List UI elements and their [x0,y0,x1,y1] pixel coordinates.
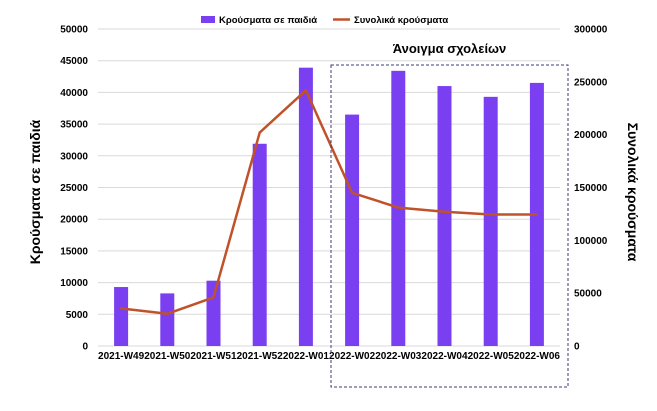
line-point [489,213,492,216]
x-tick-label: 2022-W02 [329,351,376,362]
right-tick-label: 0 [574,342,580,353]
bar [114,287,129,346]
line-point [212,296,215,299]
line-point [535,213,539,216]
right-axis-title: Συνολικά κρούσματα [625,123,641,262]
bar [483,96,498,346]
legend-swatch-bar [201,16,215,23]
bar [298,67,313,346]
line-point [443,210,446,214]
line-path [120,89,537,316]
left-tick-label: 10000 [60,278,88,289]
x-tick-label: 2022-W01 [283,351,330,362]
bar [160,293,175,346]
right-tick-label: 200000 [574,130,608,141]
x-axis-ticks: 2021-W49 2021-W50 2021-W51 2021-W52 2022-W01… [98,351,560,362]
right-axis-ticks: 0 50000 100000 150000 200000 250000 300000 [574,25,608,353]
line-point [350,191,354,194]
annotation-label: Άνοιγμα σχολείων [393,41,507,56]
gridlines [98,28,560,347]
legend-label-line: Συνολικά κρούσματα [354,15,448,26]
x-tick-label: 2021-W50 [144,351,191,362]
left-axis-title: Κρούσματα σε παιδιά [27,119,43,264]
right-tick-label: 150000 [574,183,608,194]
line-point [304,89,308,92]
left-tick-label: 45000 [60,56,88,67]
left-axis-ticks: 0 5000 10000 15000 20000 25000 30000 35000 40000… [60,25,88,353]
bar [252,143,267,346]
left-tick-label: 30000 [60,151,88,162]
right-tick-label: 300000 [574,25,608,36]
line-point [166,312,169,315]
bar-series [114,67,544,347]
x-tick-label: 2022-W05 [468,351,515,362]
bar [437,86,452,346]
left-tick-label: 0 [82,342,88,353]
left-tick-label: 40000 [60,88,88,99]
left-tick-label: 50000 [60,25,88,36]
x-tick-label: 2021-W52 [237,351,284,362]
x-tick-label: 2021-W51 [190,351,237,362]
bar [345,114,360,346]
line-series [119,89,539,316]
legend: Κρούσματα σε παιδιά Συνολικά κρούσματα [201,15,448,26]
line-point [397,206,400,209]
left-tick-label: 25000 [60,183,88,194]
legend-label-bar: Κρούσματα σε παιδιά [219,15,317,26]
right-tick-label: 100000 [574,236,608,247]
x-tick-label: 2021-W49 [98,351,145,362]
x-tick-label: 2022-W03 [375,351,422,362]
right-tick-label: 50000 [574,289,602,300]
left-tick-label: 35000 [60,120,88,131]
school-opening-annotation: Άνοιγμα σχολείων [330,41,569,388]
bar [206,280,221,346]
x-tick-label: 2022-W06 [514,351,561,362]
line-point [258,131,261,134]
line-point [119,307,123,310]
x-tick-label: 2022-W04 [421,351,468,362]
left-tick-label: 15000 [60,246,88,257]
left-tick-label: 20000 [60,215,88,226]
annotation-box [330,64,569,388]
left-tick-label: 5000 [66,310,89,321]
right-tick-label: 250000 [574,77,608,88]
